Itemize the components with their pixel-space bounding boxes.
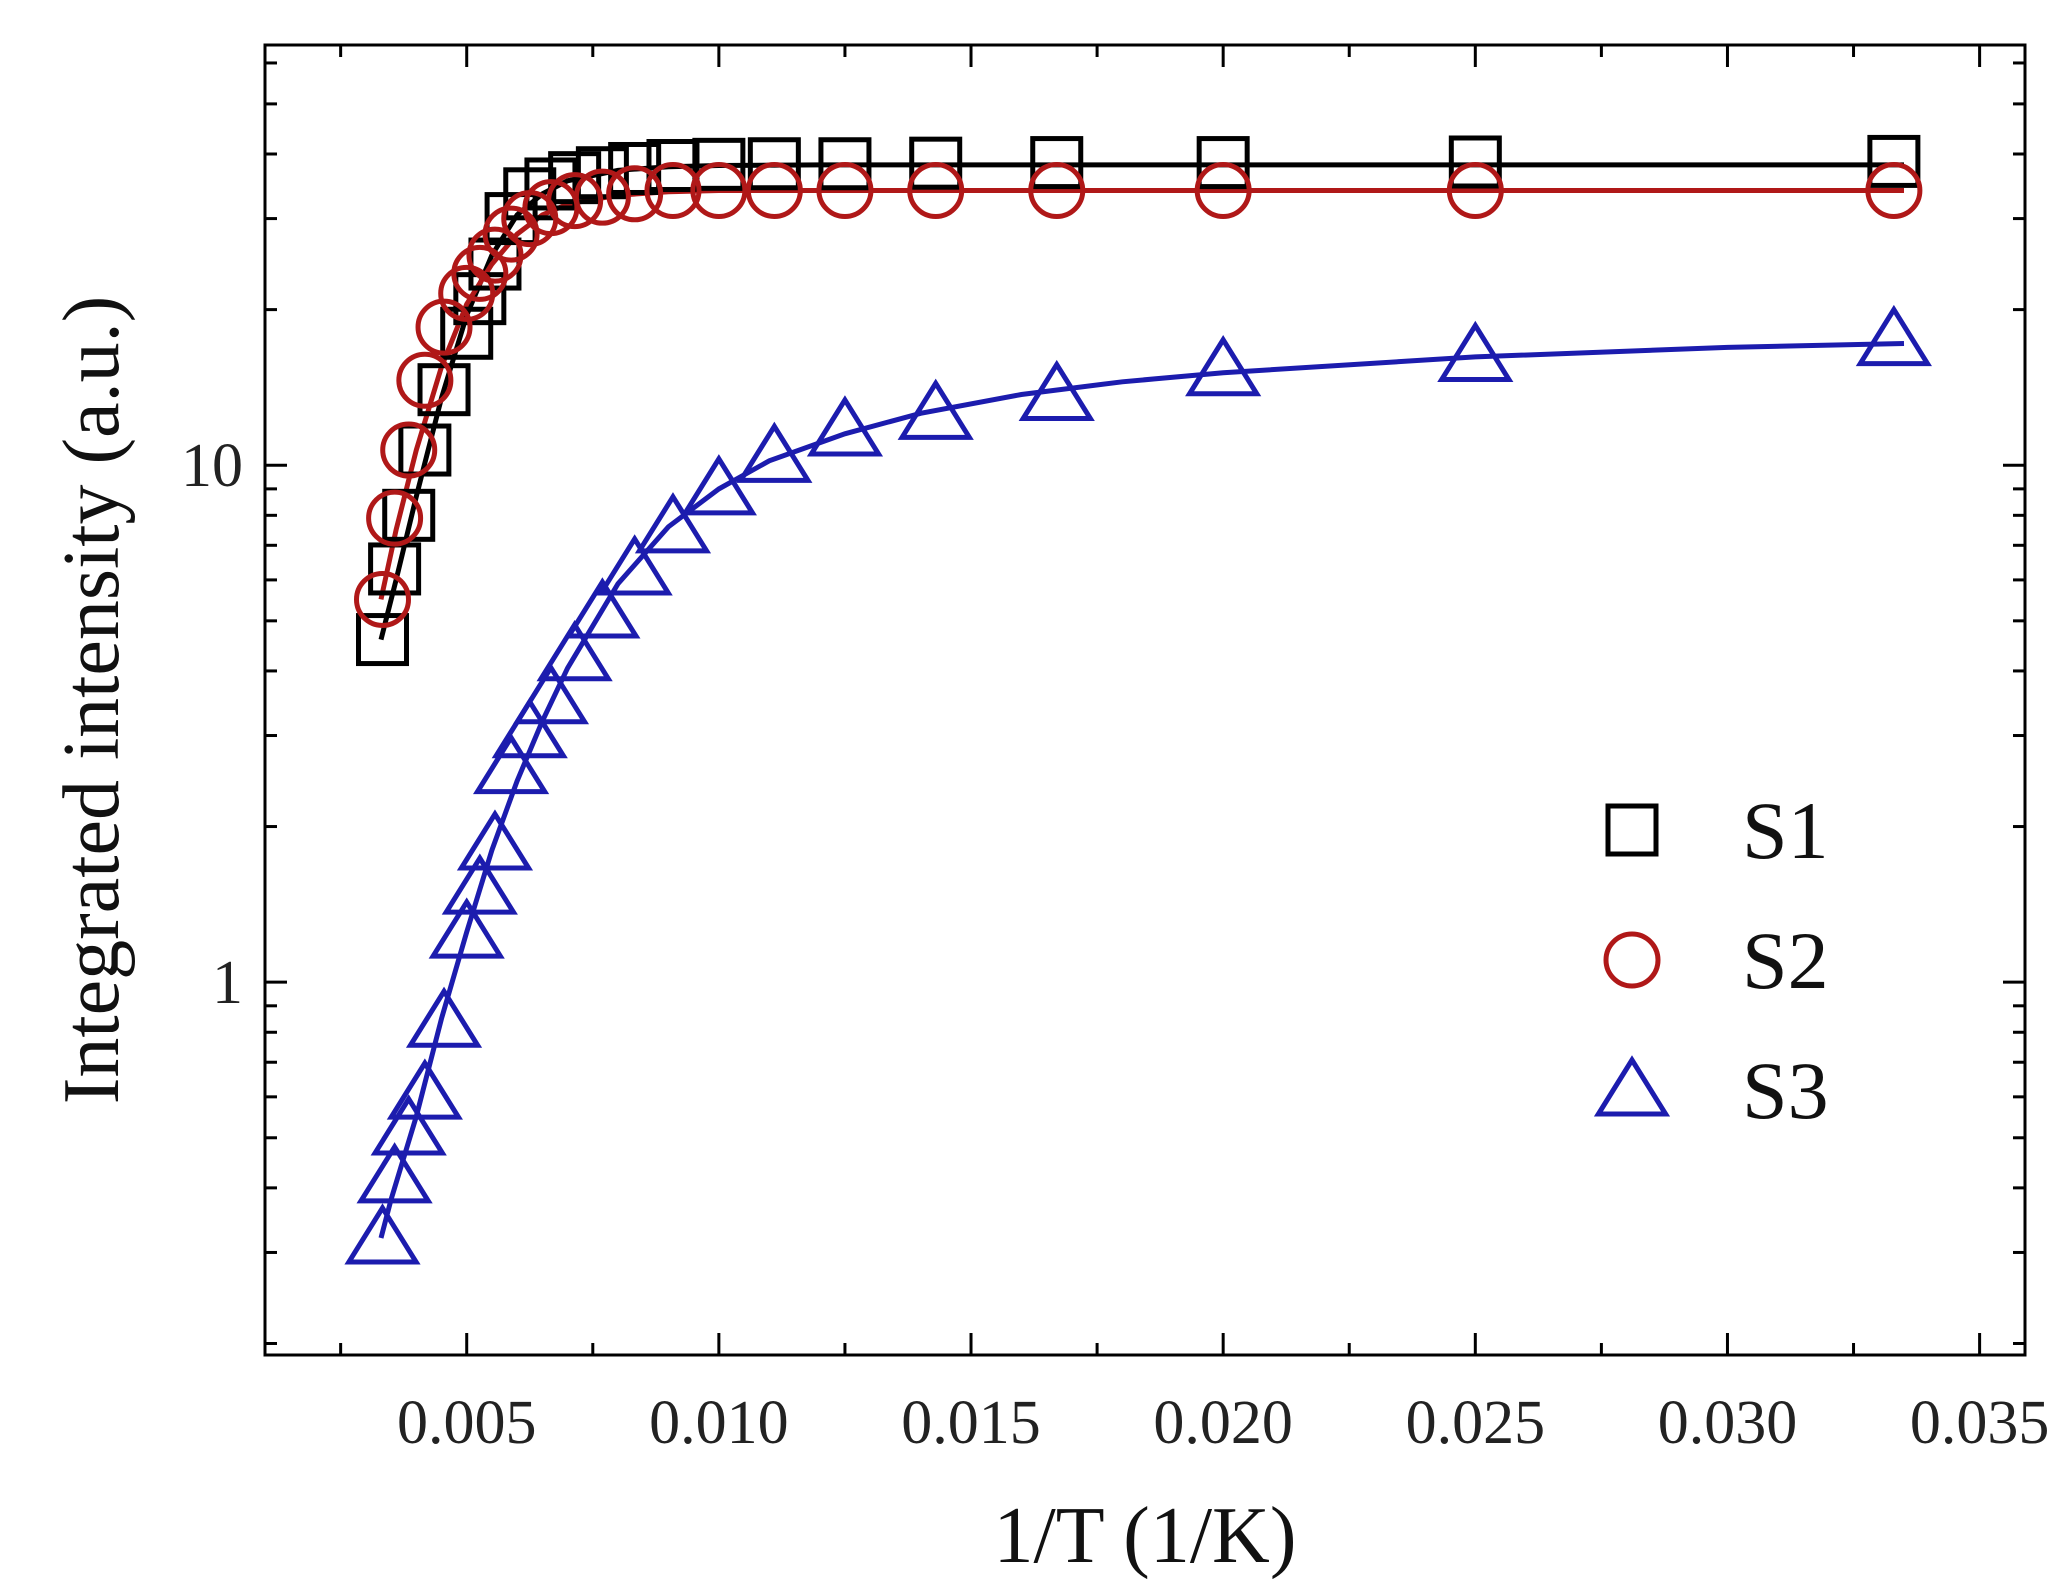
fit-line-s3 [378, 341, 1905, 1239]
data-point-s1 [356, 613, 410, 667]
data-point-s1 [909, 136, 963, 190]
data-point-s3 [596, 534, 673, 596]
data-point-s3 [441, 853, 518, 915]
data-point-s3 [736, 421, 813, 483]
data-point-s2 [380, 421, 438, 479]
data-point-s3 [344, 1203, 421, 1265]
data-point-s3 [512, 662, 590, 725]
data-point-s2 [466, 226, 524, 284]
x-tick-label: 0.035 [1910, 1389, 2050, 1457]
data-point-s1 [440, 306, 494, 360]
y-tick-label: 10 [181, 432, 243, 500]
legend-marker-s2 [1603, 931, 1661, 989]
data-point-s1 [398, 423, 452, 477]
data-point-s3 [536, 619, 613, 682]
data-point-s1 [1196, 136, 1250, 190]
data-point-s2 [644, 161, 702, 219]
data-point-s2 [482, 205, 540, 263]
legend-label-s3: S3 [1742, 1045, 1829, 1136]
data-point-s3 [405, 986, 483, 1048]
data-point-s2 [366, 489, 424, 547]
data-point-s1 [818, 137, 872, 191]
data-point-s1 [747, 137, 801, 191]
data-point-s2 [907, 161, 965, 219]
x-tick-label: 0.020 [1153, 1389, 1293, 1457]
y-axis-label: Integrated intensity (a.u.) [48, 296, 136, 1105]
data-point-s3 [1018, 359, 1095, 422]
data-point-s2 [1194, 161, 1252, 219]
x-tick-label: 0.030 [1658, 1389, 1798, 1457]
data-point-s3 [1185, 335, 1262, 397]
data-point-s2 [1028, 161, 1086, 219]
data-point-s3 [1855, 304, 1932, 367]
data-point-s2 [1446, 161, 1504, 219]
data-point-s2 [451, 244, 509, 302]
x-axis-label: 1/T (1/K) [994, 1492, 1297, 1580]
data-point-s3 [456, 809, 534, 871]
legend-label-s2: S2 [1742, 915, 1829, 1006]
data-point-s2 [816, 161, 874, 219]
axis-ticks [265, 45, 2025, 1355]
data-point-s3 [634, 492, 712, 554]
data-point-s2 [354, 570, 412, 628]
data-markers [344, 134, 1932, 1265]
data-point-s2 [690, 161, 748, 219]
data-point-s3 [564, 577, 641, 639]
data-point-s3 [491, 697, 568, 759]
data-point-s3 [356, 1142, 433, 1204]
data-point-s2 [396, 351, 454, 409]
data-point-s1 [1030, 136, 1084, 190]
data-point-s3 [370, 1094, 447, 1156]
x-tick-label: 0.025 [1406, 1389, 1546, 1457]
y-tick-label: 1 [212, 949, 243, 1017]
data-point-s1 [692, 137, 746, 191]
x-tick-label: 0.005 [397, 1389, 537, 1457]
x-tick-label: 0.010 [649, 1389, 789, 1457]
data-point-s3 [1437, 320, 1514, 383]
data-point-s3 [897, 378, 974, 440]
data-point-s3 [806, 395, 884, 457]
legend-marker-s1 [1605, 803, 1659, 857]
x-tick-label: 0.015 [901, 1389, 1041, 1457]
data-point-s3 [472, 732, 550, 795]
data-point-s2 [546, 172, 604, 230]
data-point-s3 [680, 454, 757, 516]
data-point-s2 [1865, 161, 1923, 219]
data-point-s2 [606, 165, 664, 223]
data-point-s3 [386, 1058, 463, 1120]
tick-labels: 0.005 0.010 0.015 0.020 0.025 0.030 0.035 1 10 [181, 432, 2049, 1457]
plot-frame [263, 43, 2027, 1357]
data-point-s2 [745, 161, 803, 219]
data-point-s2 [573, 168, 631, 226]
legend-label-s1: S1 [1742, 785, 1829, 876]
data-point-s1 [1448, 135, 1502, 189]
data-point-s1 [1867, 134, 1921, 188]
legend: S1 S2 S3 [1593, 785, 1829, 1136]
data-point-s3 [428, 897, 505, 959]
legend-marker-s3 [1593, 1055, 1671, 1117]
